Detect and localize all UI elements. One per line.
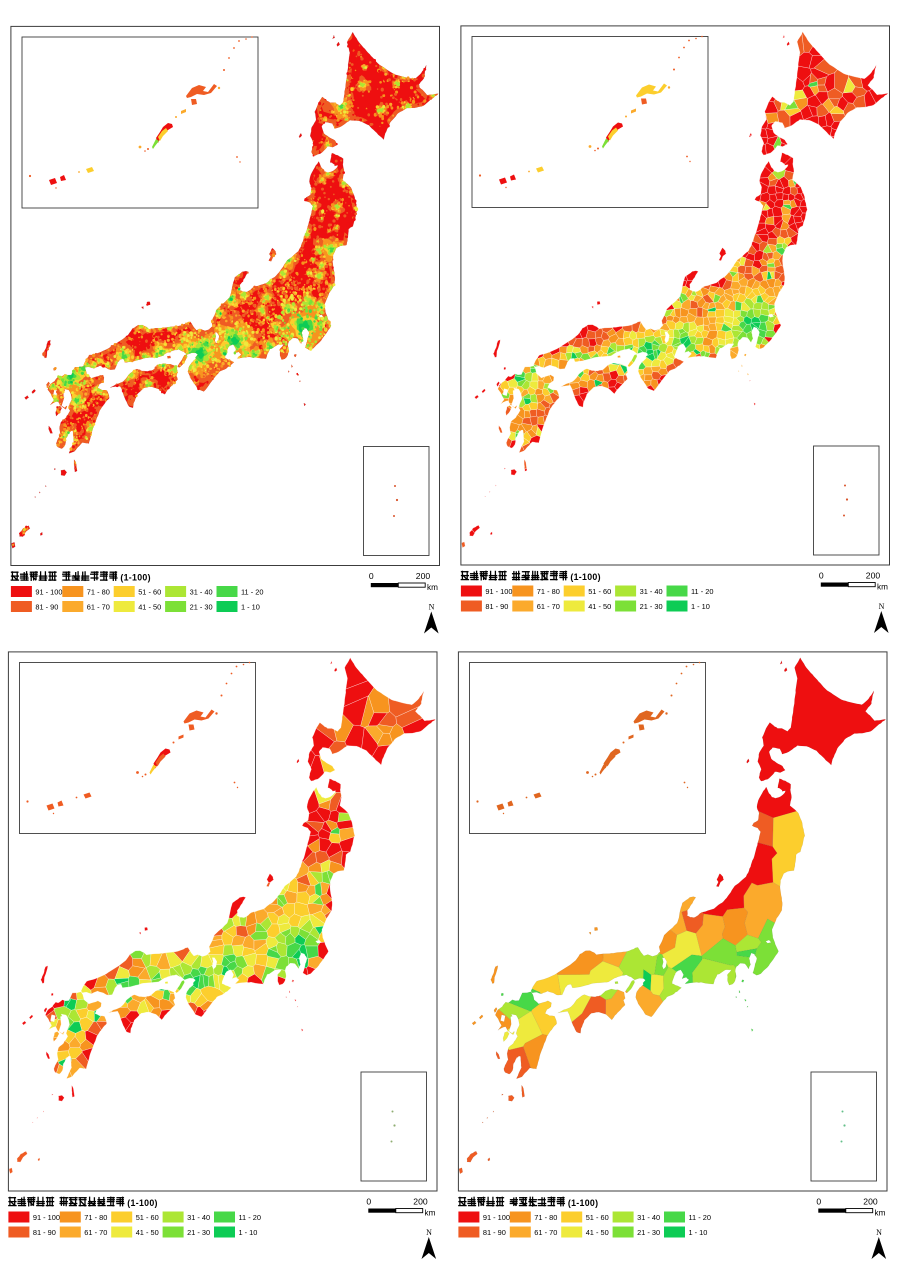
svg-text:51 - 60: 51 - 60 <box>588 587 611 596</box>
svg-text:51 - 60: 51 - 60 <box>136 1213 159 1222</box>
svg-text:(1-100): (1-100) <box>127 1198 157 1208</box>
svg-text:31 - 40: 31 - 40 <box>190 588 213 597</box>
svg-text:91 - 100: 91 - 100 <box>485 587 512 596</box>
svg-text:0: 0 <box>369 571 374 581</box>
svg-text:81 - 90: 81 - 90 <box>485 602 508 611</box>
svg-text:(1-100): (1-100) <box>570 572 600 582</box>
svg-text:71 - 80: 71 - 80 <box>537 587 560 596</box>
svg-text:61 - 70: 61 - 70 <box>84 1228 107 1237</box>
svg-text:11 - 20: 11 - 20 <box>239 1213 261 1222</box>
svg-text:71 - 80: 71 - 80 <box>534 1213 557 1222</box>
svg-text:11 - 20: 11 - 20 <box>689 1213 711 1222</box>
svg-text:31 - 40: 31 - 40 <box>187 1213 210 1222</box>
svg-text:21 - 30: 21 - 30 <box>637 1228 660 1237</box>
svg-text:51 - 60: 51 - 60 <box>586 1213 609 1222</box>
svg-text:31 - 40: 31 - 40 <box>640 587 663 596</box>
svg-text:11 - 20: 11 - 20 <box>241 588 263 597</box>
svg-text:N: N <box>879 602 885 611</box>
svg-text:41 - 50: 41 - 50 <box>586 1228 609 1237</box>
svg-text:200: 200 <box>416 571 431 581</box>
svg-text:1 - 10: 1 - 10 <box>241 603 260 612</box>
svg-text:(1-100): (1-100) <box>568 1198 598 1208</box>
svg-text:91 - 100: 91 - 100 <box>33 1213 60 1222</box>
svg-text:71 - 80: 71 - 80 <box>87 588 110 597</box>
svg-text:0: 0 <box>819 570 824 580</box>
svg-text:81 - 90: 81 - 90 <box>35 603 58 612</box>
svg-text:(1-100): (1-100) <box>120 572 150 582</box>
svg-text:41 - 50: 41 - 50 <box>588 602 611 611</box>
svg-text:81 - 90: 81 - 90 <box>483 1228 506 1237</box>
svg-text:41 - 50: 41 - 50 <box>136 1228 159 1237</box>
svg-text:71 - 80: 71 - 80 <box>84 1213 107 1222</box>
svg-text:1 - 10: 1 - 10 <box>689 1228 708 1237</box>
svg-text:N: N <box>876 1228 882 1237</box>
svg-text:91 - 100: 91 - 100 <box>35 588 62 597</box>
svg-text:km: km <box>425 1208 436 1217</box>
svg-text:81 - 90: 81 - 90 <box>33 1228 56 1237</box>
svg-text:200: 200 <box>863 1196 878 1206</box>
svg-text:N: N <box>429 603 435 612</box>
svg-text:61 - 70: 61 - 70 <box>87 603 110 612</box>
svg-text:21 - 30: 21 - 30 <box>640 602 663 611</box>
svg-text:61 - 70: 61 - 70 <box>534 1228 557 1237</box>
svg-text:21 - 30: 21 - 30 <box>190 603 213 612</box>
svg-text:km: km <box>427 583 438 592</box>
svg-text:N: N <box>426 1228 432 1237</box>
svg-text:31 - 40: 31 - 40 <box>637 1213 660 1222</box>
svg-text:0: 0 <box>366 1196 371 1206</box>
svg-text:km: km <box>875 1208 886 1217</box>
svg-text:1 - 10: 1 - 10 <box>691 602 710 611</box>
svg-text:41 - 50: 41 - 50 <box>138 603 161 612</box>
svg-text:51 - 60: 51 - 60 <box>138 588 161 597</box>
svg-text:km: km <box>877 582 888 591</box>
svg-text:200: 200 <box>413 1196 428 1206</box>
svg-text:200: 200 <box>866 570 881 580</box>
svg-text:11 - 20: 11 - 20 <box>691 587 713 596</box>
svg-text:21 - 30: 21 - 30 <box>187 1228 210 1237</box>
svg-text:61 - 70: 61 - 70 <box>537 602 560 611</box>
svg-text:1 - 10: 1 - 10 <box>239 1228 258 1237</box>
svg-text:91 - 100: 91 - 100 <box>483 1213 510 1222</box>
svg-text:0: 0 <box>816 1196 821 1206</box>
